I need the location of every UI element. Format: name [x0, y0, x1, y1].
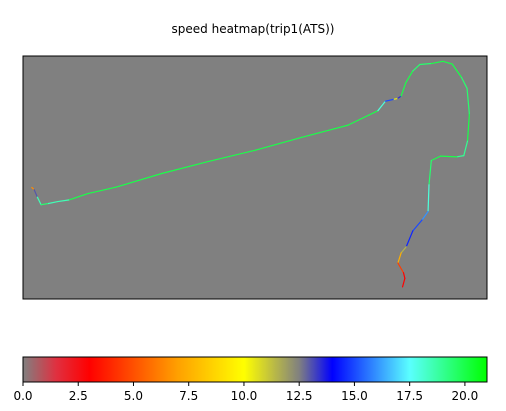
- track-segment: [401, 277, 406, 288]
- track-segment: [161, 160, 210, 174]
- track-segment: [57, 199, 71, 203]
- track-segment: [254, 136, 302, 151]
- track-segment: [397, 252, 402, 264]
- track-segment: [405, 230, 414, 248]
- track-segment: [442, 60, 453, 65]
- track-segment: [466, 113, 470, 142]
- colorbar-ticks: 0.0 2.5 5.0 7.5 10.0 12.5 15.0 17.5 20.0: [13, 382, 478, 403]
- track-segment: [87, 186, 117, 195]
- colorbar-tick-label: 17.5: [396, 389, 423, 403]
- track-segment: [33, 189, 38, 198]
- track-segment: [347, 110, 379, 126]
- colorbar-tick-label: 7.5: [179, 389, 198, 403]
- track-segment: [377, 100, 386, 112]
- track-segment: [40, 202, 50, 206]
- trip-track: [31, 60, 470, 288]
- track-segment: [47, 200, 59, 205]
- track-segment: [451, 63, 463, 78]
- track-segment: [430, 155, 442, 162]
- track-segment: [427, 184, 430, 213]
- track-segment: [397, 262, 405, 274]
- track-segment: [412, 63, 421, 72]
- track-segment: [419, 62, 432, 66]
- colorbar-tick-label: 15.0: [341, 389, 368, 403]
- track-segment: [400, 246, 407, 254]
- plot-background: [22, 55, 488, 300]
- track-segment: [460, 76, 468, 89]
- track-segment: [412, 219, 423, 232]
- track-segment: [115, 172, 163, 188]
- track-segment: [400, 82, 407, 97]
- colorbar-tick-label: 2.5: [69, 389, 88, 403]
- colorbar-gradient: [22, 356, 488, 383]
- track-segment: [466, 87, 470, 115]
- track-segment: [393, 97, 399, 100]
- colorbar: 0.0 2.5 5.0 7.5 10.0 12.5 15.0 17.5 20.0: [13, 356, 488, 403]
- track-segment: [405, 70, 414, 84]
- track-segment: [402, 272, 406, 279]
- track-segment: [421, 210, 429, 221]
- track-segment: [397, 95, 402, 99]
- track-segment: [463, 140, 469, 157]
- track-segment: [456, 155, 465, 158]
- colorbar-tick-label: 12.5: [286, 389, 313, 403]
- colorbar-tick-label: 10.0: [231, 389, 258, 403]
- track-segment: [428, 159, 432, 186]
- colorbar-tick-label: 20.0: [452, 389, 479, 403]
- plot-frame: [22, 55, 488, 300]
- track-segment: [384, 98, 395, 102]
- track-segment: [430, 60, 444, 65]
- track-segment: [208, 149, 256, 163]
- colorbar-tick-label: 5.0: [124, 389, 143, 403]
- track-segment: [440, 155, 458, 158]
- track-segment: [36, 196, 42, 206]
- track-segment: [300, 124, 349, 139]
- colorbar-tick-label: 0.0: [13, 389, 32, 403]
- heatmap-plot-area: [22, 55, 488, 300]
- chart-title: speed heatmap(trip1(ATS)): [171, 22, 335, 36]
- track-segment: [68, 192, 89, 201]
